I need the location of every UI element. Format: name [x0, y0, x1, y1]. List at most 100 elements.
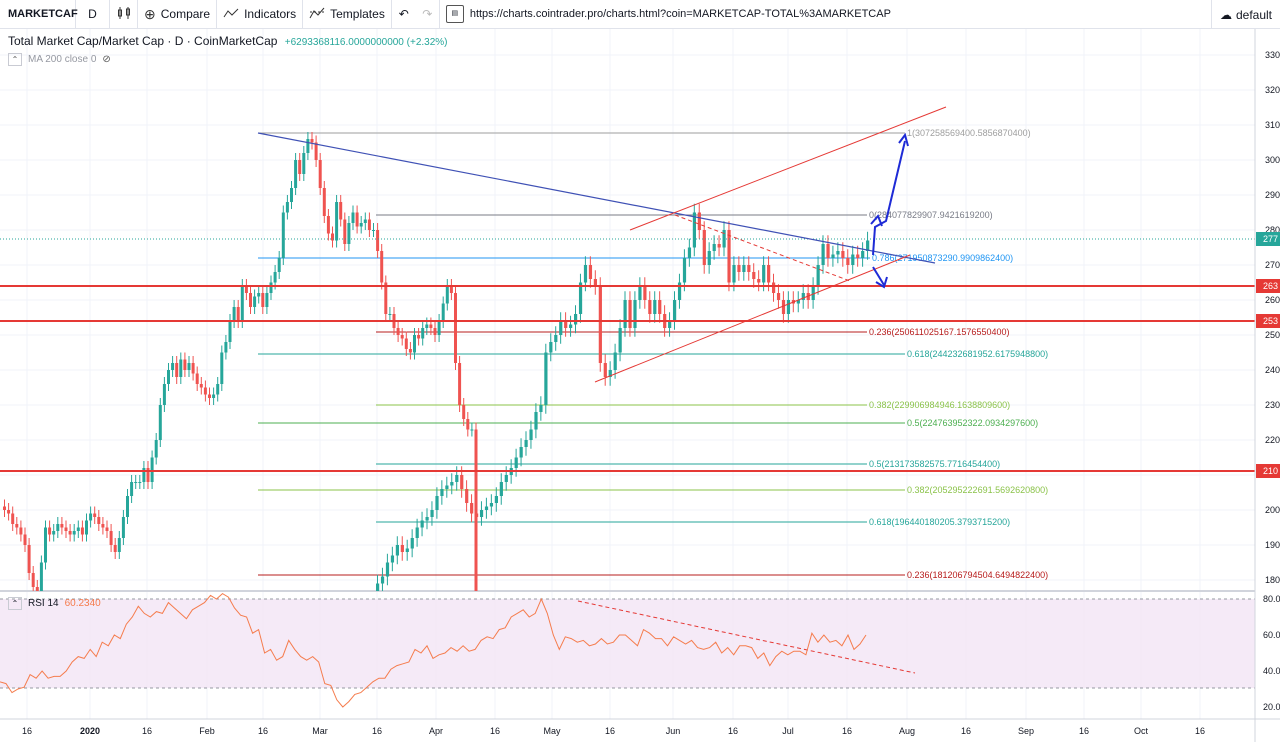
indicators-button[interactable]: Indicators: [217, 0, 304, 29]
rsi-collapse-button[interactable]: ⌃: [8, 597, 22, 610]
candle-body: [52, 531, 56, 535]
candle-body: [23, 534, 27, 545]
candle-body: [831, 254, 835, 258]
candle-body: [440, 489, 444, 496]
price-tag: [1256, 314, 1280, 328]
candle-body: [514, 457, 518, 468]
candle-body: [757, 279, 761, 283]
candle-body: [643, 286, 647, 300]
chart-type-button[interactable]: [110, 0, 138, 29]
candle-body: [249, 293, 252, 307]
candle-body: [89, 513, 93, 521]
candle-body: [433, 328, 437, 335]
time-tick-label: 16: [490, 726, 500, 736]
rsi-trendline: [577, 600, 916, 674]
collapse-legend-button[interactable]: ⌃: [8, 53, 22, 66]
templates-label: Templates: [330, 7, 385, 21]
candle-body: [121, 517, 125, 538]
fib-level-label: 0.5(213173582575.7716454400): [869, 459, 1000, 469]
url-text: https://charts.cointrader.pro/charts.htm…: [469, 8, 891, 20]
time-tick-label: 16: [372, 726, 382, 736]
candle-body: [265, 293, 269, 307]
candle-body: [408, 349, 412, 353]
time-tick-label: Oct: [1134, 726, 1149, 736]
price-chart[interactable]: 1(307258569400.5856870400) 0(284077829907…: [0, 29, 1280, 742]
candle-body: [212, 394, 216, 398]
candle-body: [445, 286, 449, 304]
price-tick-label: 3300: [1265, 50, 1280, 60]
candle-body: [583, 265, 588, 283]
templates-button[interactable]: Templates: [303, 0, 392, 29]
candle-body: [593, 279, 597, 286]
candle-body: [861, 251, 865, 258]
candle-body: [76, 527, 80, 531]
candle-body: [175, 363, 179, 377]
eye-hidden-icon[interactable]: ⊘: [102, 54, 111, 65]
candle-body: [682, 258, 687, 283]
symbol-search[interactable]: MARKETCAF: [0, 0, 78, 29]
price-tag: [1256, 464, 1280, 478]
candle-body: [146, 468, 150, 482]
candle-body: [187, 363, 191, 370]
candle-body: [564, 321, 568, 328]
ma-legend: ⌃ MA 200 close 0 ⊘: [8, 53, 111, 66]
fib-level-label: 0.382(229906984946.1638809600): [869, 400, 1010, 410]
time-tick-label: Apr: [429, 726, 443, 736]
price-tag-label: 210: [1263, 466, 1278, 476]
candle-body: [668, 321, 672, 328]
candle-body: [273, 272, 277, 283]
candle-body: [158, 405, 162, 440]
undo-button[interactable]: ↶: [392, 0, 416, 29]
candle-body: [343, 219, 347, 244]
compare-button[interactable]: ⊕ Compare: [138, 0, 218, 29]
candle-body: [93, 513, 97, 517]
rsi-tick-label: 80.0: [1263, 594, 1280, 604]
fib-level-label: 0(284077829907.9421619200): [869, 210, 993, 220]
candle-body: [138, 482, 142, 483]
candle-body: [113, 545, 117, 552]
candle-body: [851, 254, 855, 265]
candle-body: [747, 265, 751, 272]
candle-body: [821, 244, 825, 265]
candle-body: [134, 482, 138, 483]
interval-selector[interactable]: D: [76, 0, 110, 29]
candle-body: [56, 524, 60, 531]
price-tick-label: 2200: [1265, 435, 1280, 445]
candle-body: [559, 321, 563, 335]
redo-button[interactable]: ↷: [416, 0, 440, 29]
candle-body: [154, 440, 158, 458]
candle-body: [277, 258, 281, 272]
candle-body: [811, 286, 815, 300]
candle-body: [285, 202, 289, 213]
channel-upper-trendline: [629, 106, 947, 231]
projection-arrows: [870, 132, 909, 289]
candle-body: [302, 153, 306, 174]
time-tick-label: May: [543, 726, 561, 736]
price-tick-label: 2900: [1265, 190, 1280, 200]
candle-body: [420, 520, 424, 528]
candle-body: [322, 188, 326, 216]
url-field[interactable]: ▤ https://charts.cointrader.pro/charts.h…: [440, 0, 897, 29]
fib-level-label: 0.236(181206794504.6494822400): [907, 570, 1048, 580]
candles-icon: [117, 6, 131, 23]
legend-change: +6293368116.0000000000 (+2.32%): [284, 37, 448, 48]
price-tag: [1256, 232, 1280, 246]
candle-body: [450, 482, 454, 486]
candle-body: [130, 482, 134, 496]
price-tick-label: 2600: [1265, 295, 1280, 305]
dashed-trendline: [674, 214, 851, 282]
candle-body: [306, 139, 310, 153]
candle-body: [470, 503, 474, 514]
candle-body: [638, 286, 642, 300]
candle-body: [101, 524, 105, 528]
time-tick-label: 16: [1195, 726, 1205, 736]
candle-body: [384, 282, 388, 314]
candle-body: [677, 282, 682, 300]
candle-body: [445, 485, 449, 489]
candle-body: [430, 510, 434, 517]
theme-selector[interactable]: ☁ default: [1210, 0, 1280, 29]
candle-body: [539, 405, 543, 412]
candle-body: [707, 251, 711, 265]
candle-body: [499, 482, 503, 496]
candle-body: [836, 251, 840, 255]
